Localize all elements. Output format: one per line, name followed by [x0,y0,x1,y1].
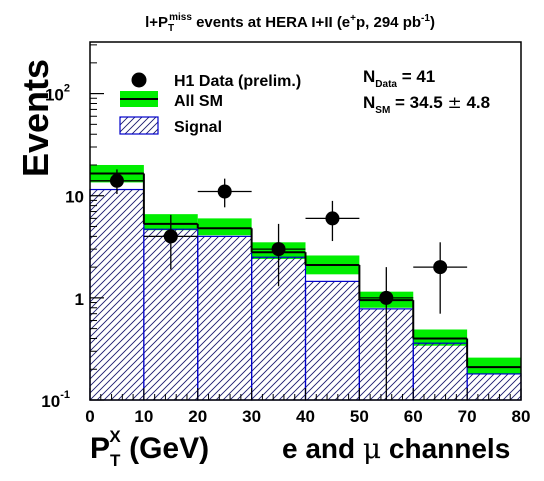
legend-signal-box [119,116,159,135]
x-tick-label-8: 80 [512,407,531,426]
data-points [90,169,468,400]
data-marker-2 [217,184,232,199]
data-point-1 [143,214,198,270]
mu-symbol: μ [363,432,381,465]
data-marker-4 [325,211,340,226]
n-sm-text: NSM = 34.5 ± 4.8 [363,93,490,116]
title-sup2: + [350,13,356,24]
channel-label: e and μ channels [282,432,510,465]
sm-band-2 [197,218,252,236]
sm-uncertainty-bands [90,164,521,374]
title-sub: T [168,23,174,34]
xlabel-main: P [90,432,110,465]
legend: H1 Data (prelim.) All SM Signal [119,72,301,136]
data-marker-6 [433,260,448,275]
y-axis-label: Events [15,59,56,177]
data-point-2 [197,178,252,208]
x-axis-label: PTX (GeV) [90,427,209,470]
data-point-0 [90,169,144,194]
x-tick-label-3: 30 [242,407,261,426]
pm-symbol: ± [447,93,461,113]
legend-data-marker [131,72,147,88]
n-data-sub: Data [375,79,397,90]
channel-rest: channels [381,433,510,464]
y-tick-label-1: 1 [75,290,84,309]
xlabel-sub: T [110,451,121,470]
axes: 0 10 20 30 40 50 60 70 80 10-1 1 10 102 [41,44,531,426]
title-rest3: ) [430,14,435,31]
data-point-6 [413,242,468,314]
xlabel-rest: (GeV) [121,432,209,465]
channel-text: e and [282,433,363,464]
data-marker-0 [109,173,124,188]
xlabel-sup: X [109,427,121,446]
x-tick-label-0: 0 [85,407,94,426]
x-tick-label-5: 50 [350,407,369,426]
legend-sm-label: All SM [174,93,223,110]
title-sup: miss [169,12,192,23]
n-sm-label: N [363,93,375,112]
n-data-text: NData = 41 [363,67,435,90]
x-tick-label-1: 10 [134,407,153,426]
data-marker-1 [163,229,178,244]
x-tick-label-6: 60 [404,407,423,426]
n-sm-sub: SM [375,105,390,116]
data-point-5 [359,267,414,400]
y-tick-label-2: 10 [65,188,84,207]
chart-title: l+PTmiss events at HERA I+II (e+p, 294 p… [145,12,435,34]
data-marker-5 [379,290,394,305]
n-sm-value: = 34.5 [390,93,447,112]
n-data-value: = 41 [397,67,435,86]
title-main: l+P [145,14,168,31]
data-marker-3 [271,242,286,257]
title-sup3: -1 [421,13,430,24]
x-tick-label-4: 40 [296,407,315,426]
title-rest2: p, 294 pb [356,14,421,31]
n-sm-err: 4.8 [462,93,490,112]
y-tick-label-0: 10-1 [41,389,70,411]
x-tick-label-2: 20 [188,407,207,426]
legend-data-label: H1 Data (prelim.) [174,73,301,90]
data-point-4 [305,200,360,242]
legend-signal-label: Signal [174,119,222,136]
n-data-label: N [363,67,375,86]
data-point-3 [251,223,306,287]
x-tick-label-7: 70 [458,407,477,426]
sm-band-7 [467,357,521,374]
title-rest: events at HERA I+II (e [192,14,350,31]
y-tick-label-3: 102 [45,83,70,105]
